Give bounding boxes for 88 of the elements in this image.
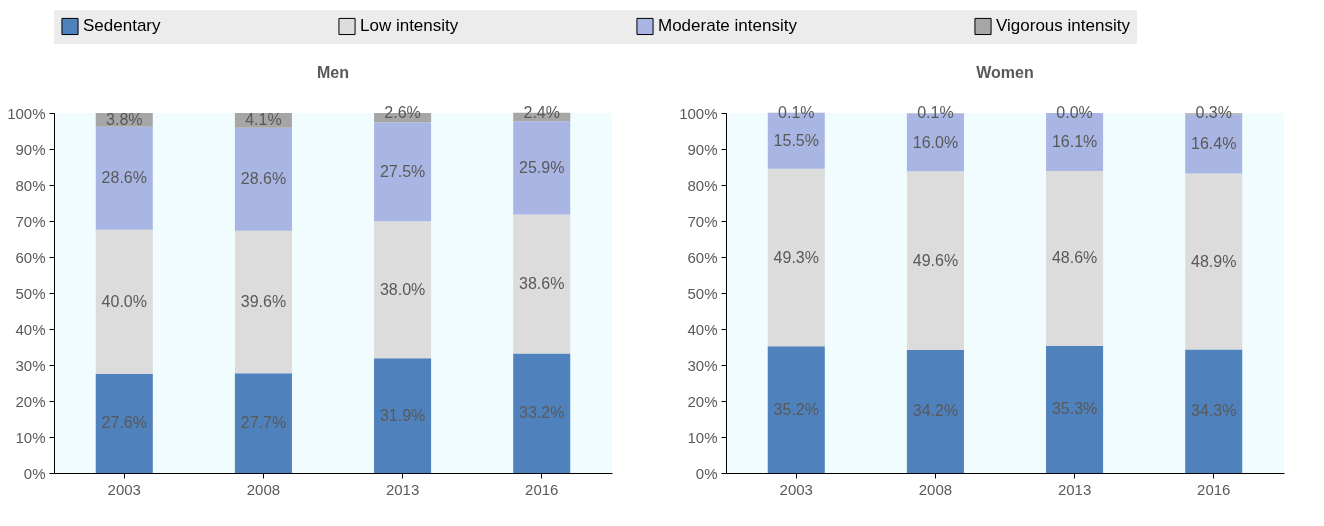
- chart-title: Men: [317, 63, 349, 81]
- data-label: 0.0%: [1056, 104, 1093, 121]
- bar: [1046, 170, 1104, 346]
- data-label: 49.3%: [773, 248, 819, 266]
- y-tick-label: 40%: [687, 320, 718, 338]
- data-label: 27.6%: [101, 414, 147, 432]
- y-tick-label: 30%: [687, 356, 718, 374]
- data-label: 35.3%: [1051, 400, 1098, 418]
- data-label: 35.2%: [773, 400, 819, 418]
- x-tick-label: 2008: [918, 480, 953, 498]
- data-label: 2.4%: [523, 103, 560, 121]
- y-tick-label: 40%: [15, 320, 46, 338]
- y-tick-label: 70%: [687, 212, 718, 230]
- y-tick-label: 20%: [15, 392, 46, 410]
- bar: [95, 126, 153, 230]
- x-tick-label: 2013: [1057, 480, 1092, 498]
- y-tick-label: 30%: [15, 356, 46, 374]
- y-tick-label: 60%: [15, 248, 46, 266]
- data-label: 33.2%: [519, 404, 565, 422]
- legend-label: Low intensity: [360, 16, 459, 36]
- data-label: 27.7%: [240, 414, 287, 432]
- bar: [906, 171, 964, 350]
- bar: [906, 349, 964, 473]
- data-label: 0.1%: [778, 103, 815, 121]
- y-tick-label: 50%: [687, 284, 718, 302]
- data-label: 34.2%: [912, 402, 959, 420]
- y-tick-label: 90%: [15, 140, 46, 158]
- x-tick-label: 2003: [107, 480, 141, 498]
- y-tick-label: 80%: [687, 176, 718, 194]
- x-tick-label: 2016: [1197, 480, 1231, 498]
- bar: [513, 353, 571, 473]
- bar: [374, 221, 432, 359]
- bar: [234, 373, 292, 473]
- data-label: 28.6%: [101, 169, 147, 187]
- data-label: 49.6%: [912, 251, 959, 269]
- x-tick-label: 2003: [779, 480, 813, 498]
- data-label: 2.6%: [384, 104, 421, 121]
- data-label: 3.8%: [106, 110, 143, 128]
- data-label: 16.0%: [912, 133, 959, 151]
- data-label: 28.6%: [240, 170, 287, 188]
- legend-label: Vigorous intensity: [996, 16, 1131, 36]
- legend-label: Sedentary: [83, 16, 161, 36]
- y-tick-label: 80%: [15, 176, 46, 194]
- y-tick-label: 70%: [15, 212, 46, 230]
- y-tick-label: 100%: [7, 104, 46, 122]
- data-label: 40.0%: [101, 292, 147, 310]
- bar: [374, 122, 432, 222]
- data-label: 39.6%: [240, 293, 287, 310]
- data-label: 48.9%: [1191, 252, 1237, 270]
- data-label: 34.3%: [1191, 402, 1237, 420]
- bar: [1046, 345, 1104, 473]
- bar: [374, 358, 432, 473]
- x-tick-label: 2016: [525, 480, 559, 498]
- y-tick-label: 10%: [15, 428, 46, 446]
- y-tick-label: 90%: [687, 140, 718, 158]
- data-label: 16.4%: [1191, 134, 1237, 152]
- bar: [1185, 173, 1243, 350]
- bar: [95, 229, 153, 374]
- y-tick-label: 20%: [687, 392, 718, 410]
- data-label: 25.9%: [519, 158, 565, 176]
- bar: [513, 214, 571, 354]
- data-label: 38.6%: [519, 275, 565, 292]
- data-label: 31.9%: [379, 406, 426, 424]
- bar: [767, 346, 825, 473]
- y-tick-label: 0%: [695, 464, 718, 482]
- data-label: 16.1%: [1051, 132, 1098, 150]
- x-tick-label: 2008: [246, 480, 281, 498]
- legend-label: Moderate intensity: [658, 16, 798, 36]
- bar: [95, 373, 153, 473]
- bar: [513, 121, 571, 215]
- y-tick-label: 50%: [15, 284, 46, 302]
- bar: [234, 127, 292, 231]
- data-label: 0.1%: [917, 104, 954, 122]
- bar: [234, 230, 292, 374]
- y-tick-label: 0%: [23, 464, 46, 482]
- data-label: 0.3%: [1195, 104, 1232, 122]
- x-tick-label: 2013: [385, 480, 420, 498]
- bar: [1185, 349, 1243, 473]
- y-tick-label: 60%: [687, 248, 718, 266]
- data-label: 4.1%: [245, 111, 282, 129]
- y-tick-label: 100%: [679, 104, 718, 122]
- y-tick-label: 10%: [687, 428, 718, 446]
- data-label: 48.6%: [1051, 249, 1098, 267]
- data-label: 38.0%: [379, 280, 426, 298]
- bar: [767, 168, 825, 347]
- chart-title: Women: [976, 63, 1034, 81]
- data-label: 27.5%: [379, 162, 426, 180]
- data-label: 15.5%: [773, 131, 819, 149]
